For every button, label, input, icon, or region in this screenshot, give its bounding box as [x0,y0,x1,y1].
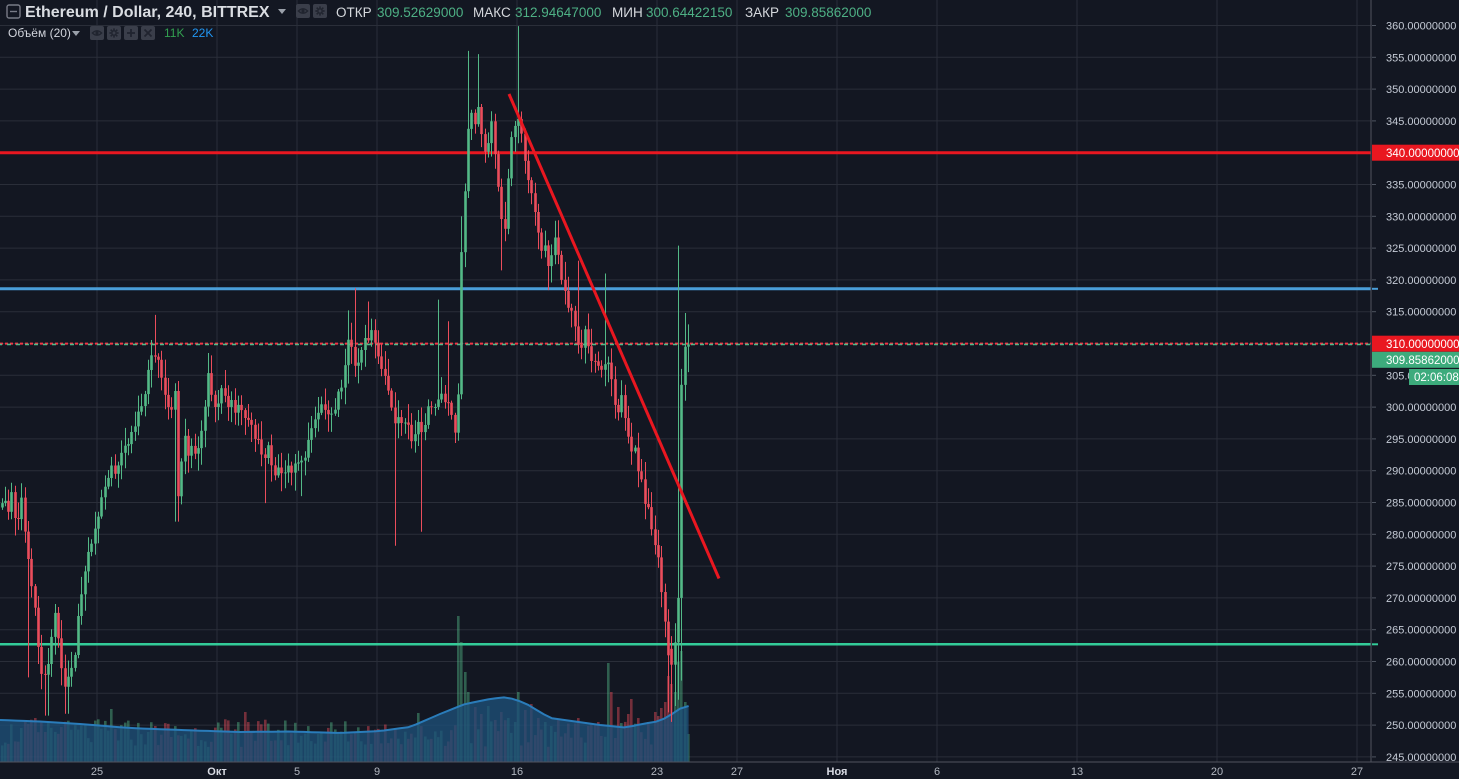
svg-text:11K: 11K [164,26,184,40]
svg-text:13: 13 [1071,766,1083,778]
svg-text:Ноя: Ноя [827,766,848,778]
svg-text:16: 16 [511,766,523,778]
svg-text:245.00000000: 245.00000000 [1386,752,1456,764]
svg-text:309.85862000: 309.85862000 [1386,355,1459,367]
svg-text:Объём (20): Объём (20) [8,26,71,40]
svg-text:250.00000000: 250.00000000 [1386,720,1456,732]
svg-text:27: 27 [731,766,743,778]
svg-text:310.00000000: 310.00000000 [1386,339,1459,351]
svg-text:280.00000000: 280.00000000 [1386,529,1456,541]
svg-text:360.00000000: 360.00000000 [1386,21,1456,33]
svg-text:02:06:08: 02:06:08 [1414,372,1459,384]
svg-text:25: 25 [91,766,103,778]
svg-text:309.85862000: 309.85862000 [785,5,871,20]
svg-text:330.00000000: 330.00000000 [1386,211,1456,223]
svg-text:285.00000000: 285.00000000 [1386,498,1456,510]
svg-text:27: 27 [1351,766,1363,778]
svg-text:МАКС: МАКС [473,5,511,20]
svg-text:340.00000000: 340.00000000 [1386,148,1459,160]
svg-text:260.00000000: 260.00000000 [1386,657,1456,669]
svg-text:9: 9 [374,766,380,778]
svg-text:ОТКР: ОТКР [336,5,372,20]
svg-text:265.00000000: 265.00000000 [1386,625,1456,637]
svg-text:312.94647000: 312.94647000 [515,5,601,20]
svg-text:ЗАКР: ЗАКР [745,5,779,20]
svg-text:300.00000000: 300.00000000 [1386,402,1456,414]
svg-text:309.52629000: 309.52629000 [377,5,463,20]
svg-text:320.00000000: 320.00000000 [1386,275,1456,287]
svg-text:325.00000000: 325.00000000 [1386,243,1456,255]
svg-text:300.64422150: 300.64422150 [646,5,732,20]
svg-text:22K: 22K [192,26,213,40]
svg-text:Ethereum / Dollar, 240, BITTRE: Ethereum / Dollar, 240, BITTREX [25,4,270,21]
svg-text:255.00000000: 255.00000000 [1386,688,1456,700]
svg-text:295.00000000: 295.00000000 [1386,434,1456,446]
svg-text:Окт: Окт [207,766,227,778]
svg-text:23: 23 [651,766,663,778]
svg-text:275.00000000: 275.00000000 [1386,561,1456,573]
svg-text:315.00000000: 315.00000000 [1386,307,1456,319]
svg-text:290.00000000: 290.00000000 [1386,466,1456,478]
svg-text:20: 20 [1211,766,1223,778]
svg-text:350.00000000: 350.00000000 [1386,84,1456,96]
svg-text:345.00000000: 345.00000000 [1386,116,1456,128]
svg-text:335.00000000: 335.00000000 [1386,180,1456,192]
svg-text:МИН: МИН [612,5,643,20]
svg-text:6: 6 [934,766,940,778]
svg-text:355.00000000: 355.00000000 [1386,52,1456,64]
svg-text:5: 5 [294,766,300,778]
svg-text:270.00000000: 270.00000000 [1386,593,1456,605]
